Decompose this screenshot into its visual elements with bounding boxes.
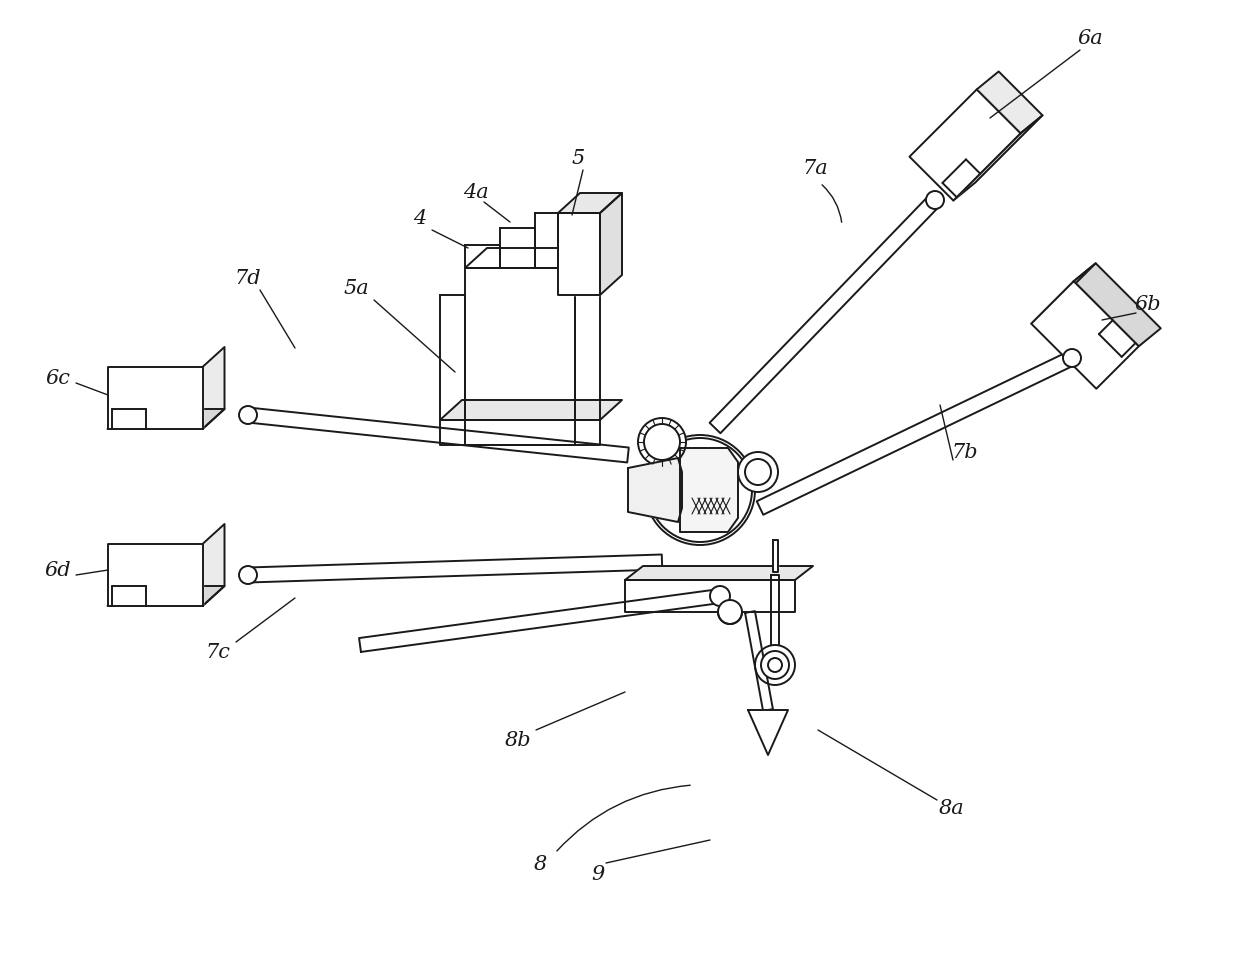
Text: 6b: 6b — [1135, 296, 1162, 315]
Text: 6c: 6c — [46, 368, 71, 387]
Polygon shape — [465, 268, 575, 445]
Polygon shape — [534, 213, 558, 268]
Polygon shape — [558, 193, 622, 213]
Text: 4a: 4a — [463, 183, 489, 202]
Polygon shape — [440, 295, 465, 420]
Text: 5: 5 — [572, 149, 584, 167]
Polygon shape — [465, 245, 500, 268]
Text: 5a: 5a — [343, 278, 368, 298]
Polygon shape — [1032, 281, 1138, 388]
Polygon shape — [625, 580, 795, 612]
Text: 7b: 7b — [951, 442, 978, 462]
Circle shape — [755, 645, 795, 685]
Polygon shape — [558, 213, 600, 295]
Circle shape — [644, 424, 680, 460]
Circle shape — [239, 406, 257, 424]
Text: 8b: 8b — [505, 730, 531, 750]
Text: 6d: 6d — [45, 560, 72, 580]
Polygon shape — [202, 347, 224, 429]
Polygon shape — [440, 400, 622, 420]
Polygon shape — [108, 544, 202, 606]
Circle shape — [639, 418, 686, 466]
Circle shape — [738, 452, 777, 492]
Polygon shape — [771, 575, 779, 675]
Text: 7a: 7a — [802, 158, 828, 178]
Polygon shape — [954, 115, 1043, 201]
Polygon shape — [247, 408, 629, 463]
Polygon shape — [108, 409, 224, 429]
Polygon shape — [575, 295, 600, 420]
Polygon shape — [1032, 264, 1096, 324]
Polygon shape — [627, 458, 682, 522]
Circle shape — [711, 586, 730, 606]
Polygon shape — [773, 540, 777, 572]
Polygon shape — [745, 611, 773, 711]
Circle shape — [662, 452, 738, 528]
Text: 8a: 8a — [939, 799, 965, 817]
Circle shape — [718, 600, 742, 624]
Polygon shape — [756, 352, 1075, 515]
Circle shape — [768, 658, 782, 672]
Polygon shape — [360, 589, 720, 652]
Polygon shape — [108, 586, 224, 606]
Circle shape — [239, 566, 257, 584]
Text: 4: 4 — [413, 209, 427, 228]
Circle shape — [645, 435, 755, 545]
Polygon shape — [500, 228, 534, 268]
Circle shape — [745, 459, 771, 485]
Circle shape — [761, 651, 789, 679]
Polygon shape — [709, 195, 940, 433]
Text: 7c: 7c — [206, 642, 231, 662]
Polygon shape — [680, 448, 738, 532]
Polygon shape — [248, 554, 662, 582]
Polygon shape — [748, 710, 787, 755]
Circle shape — [649, 438, 751, 542]
Circle shape — [926, 191, 944, 209]
Polygon shape — [625, 566, 813, 580]
Circle shape — [1063, 349, 1081, 367]
Polygon shape — [465, 248, 596, 268]
Text: 8: 8 — [533, 856, 547, 874]
Polygon shape — [1074, 264, 1161, 347]
Polygon shape — [977, 71, 1043, 133]
Polygon shape — [440, 420, 600, 445]
Text: 9: 9 — [591, 866, 605, 885]
Text: 6a: 6a — [1078, 29, 1102, 47]
Polygon shape — [909, 90, 1021, 201]
Text: 7d: 7d — [234, 269, 262, 288]
Polygon shape — [202, 524, 224, 606]
Polygon shape — [108, 367, 202, 429]
Polygon shape — [600, 193, 622, 295]
